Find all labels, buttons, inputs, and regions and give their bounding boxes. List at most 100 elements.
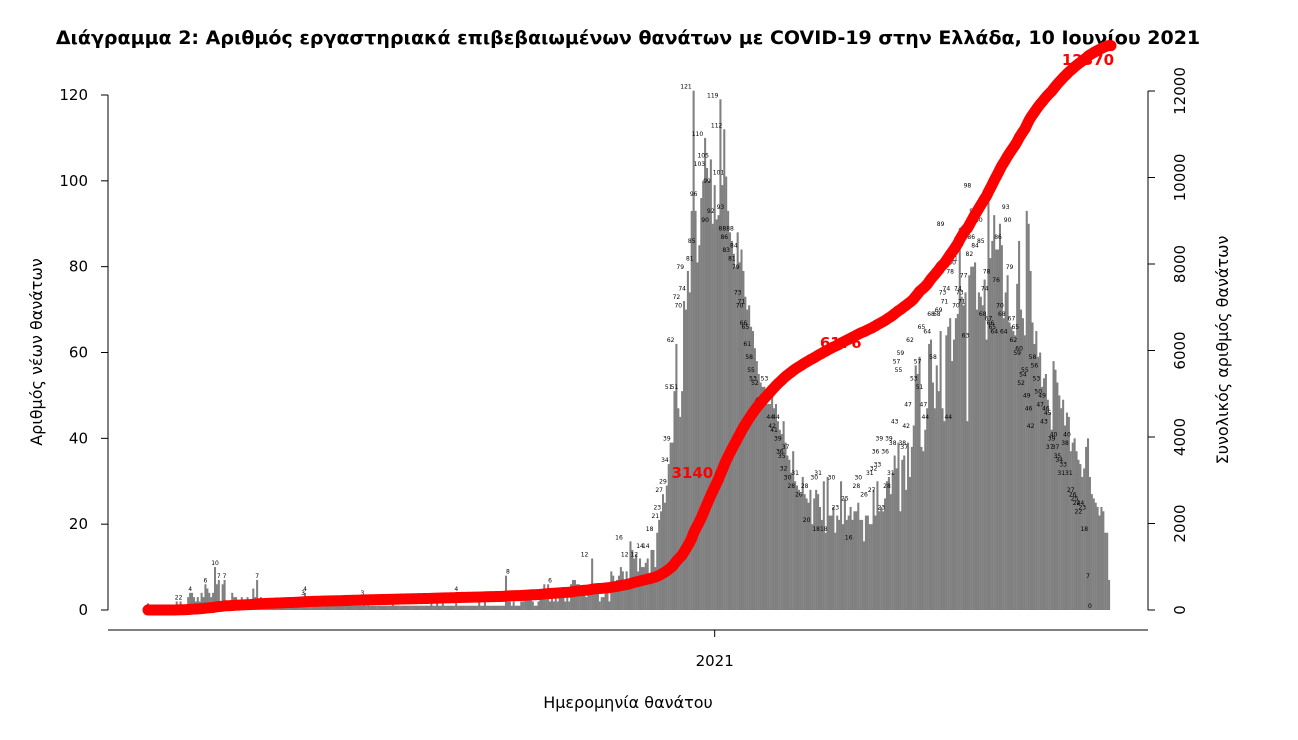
bar-value-label: 27: [1067, 487, 1075, 494]
bar: [711, 223, 714, 610]
bar-value-label: 39: [774, 436, 782, 443]
bar-value-label: 83: [722, 247, 730, 254]
bar-value-label: 70: [736, 303, 744, 310]
bar: [790, 472, 793, 610]
bar: [1039, 352, 1042, 610]
bar: [256, 579, 259, 610]
bar: [508, 601, 511, 610]
bar-value-label: 60: [1015, 346, 1023, 353]
bar: [939, 331, 942, 610]
bar: [713, 185, 716, 611]
bar-value-label: 8: [506, 569, 510, 576]
bar: [866, 515, 869, 610]
bar-value-label: 70: [952, 303, 960, 310]
bar: [824, 532, 827, 610]
bar-value-label: 45: [1044, 410, 1052, 417]
bar-value-label: 47: [904, 401, 912, 408]
bar-value-label: 18: [1080, 526, 1088, 533]
bar: [545, 597, 548, 611]
bar: [380, 605, 383, 610]
bar-value-label: 55: [1021, 367, 1029, 374]
bar: [912, 425, 915, 610]
bar: [845, 519, 848, 611]
bar: [585, 597, 588, 611]
bar: [221, 584, 224, 610]
bar-value-label: 89: [937, 221, 945, 228]
bar: [399, 605, 402, 610]
bar: [522, 601, 525, 610]
bar: [887, 476, 890, 610]
bar: [1073, 438, 1076, 610]
bar-value-label: 0: [1088, 603, 1092, 610]
bar-value-label: 3: [301, 590, 305, 597]
bar-value-label: 35: [778, 453, 786, 460]
bar: [330, 605, 333, 610]
bar-value-label: 50: [1034, 388, 1042, 395]
bar: [208, 592, 211, 610]
bar-value-label: 10: [211, 560, 219, 567]
bar: [755, 361, 758, 610]
bar: [323, 605, 326, 610]
bar: [696, 262, 699, 611]
bar: [1044, 373, 1047, 610]
bar-value-label: 24: [1073, 500, 1081, 507]
bar: [765, 404, 768, 610]
bar: [642, 567, 645, 610]
bar-value-label: 110: [692, 131, 704, 138]
bar-value-label: 70: [674, 303, 682, 310]
bar: [489, 605, 492, 610]
bar: [926, 408, 929, 610]
bar: [589, 588, 592, 610]
bar: [443, 605, 446, 610]
bar-value-label: 53: [761, 376, 769, 383]
bar: [1035, 331, 1038, 610]
bar-value-label: 47: [1036, 401, 1044, 408]
bar-value-label: 23: [1078, 504, 1086, 511]
bar: [1094, 502, 1097, 610]
bar-value-label: 73: [939, 290, 947, 297]
bar: [608, 601, 611, 610]
x-axis-label: Ημερομηνία θανάτου: [543, 693, 713, 712]
bar: [943, 421, 946, 610]
bar-value-label: 37: [900, 444, 908, 451]
bar: [426, 605, 429, 610]
bar: [499, 605, 502, 610]
bar-value-label: 84: [730, 243, 738, 250]
bar-value-label: 51: [671, 384, 679, 391]
bar-value-label: 92: [707, 208, 715, 215]
bar-value-label: 14: [642, 543, 650, 550]
bar: [1058, 395, 1061, 610]
bar: [876, 481, 879, 610]
bar: [704, 137, 707, 611]
bar-value-label: 2: [179, 594, 183, 601]
bar: [351, 605, 354, 610]
bar: [319, 605, 322, 610]
bar: [947, 326, 950, 610]
bar: [954, 318, 957, 610]
bar: [675, 343, 678, 610]
bar: [895, 468, 898, 611]
bar: [616, 579, 619, 610]
bar: [466, 605, 469, 610]
right-y-axis: 0 2000 4000 6000 8000 10000 12000: [1147, 67, 1189, 615]
bar-value-label: 16: [845, 534, 853, 541]
bar-value-label: 71: [941, 298, 949, 305]
bar: [725, 176, 728, 611]
bar-value-label: 3: [361, 590, 365, 597]
bar: [357, 605, 360, 610]
bar: [730, 240, 733, 611]
bar: [189, 592, 192, 610]
bar: [332, 605, 335, 610]
bar-value-label: 27: [868, 487, 876, 494]
cumulative-value-label: 3140: [671, 464, 713, 482]
bar: [972, 266, 975, 610]
bar: [644, 562, 647, 610]
bar: [686, 270, 689, 610]
bar-value-label: 42: [1027, 423, 1035, 430]
bar: [843, 498, 846, 610]
bar: [931, 382, 934, 610]
bar-value-label: 4: [303, 586, 307, 593]
bar: [1052, 361, 1055, 610]
bar: [623, 579, 626, 610]
left-axis-tick-label: 120: [59, 86, 88, 104]
